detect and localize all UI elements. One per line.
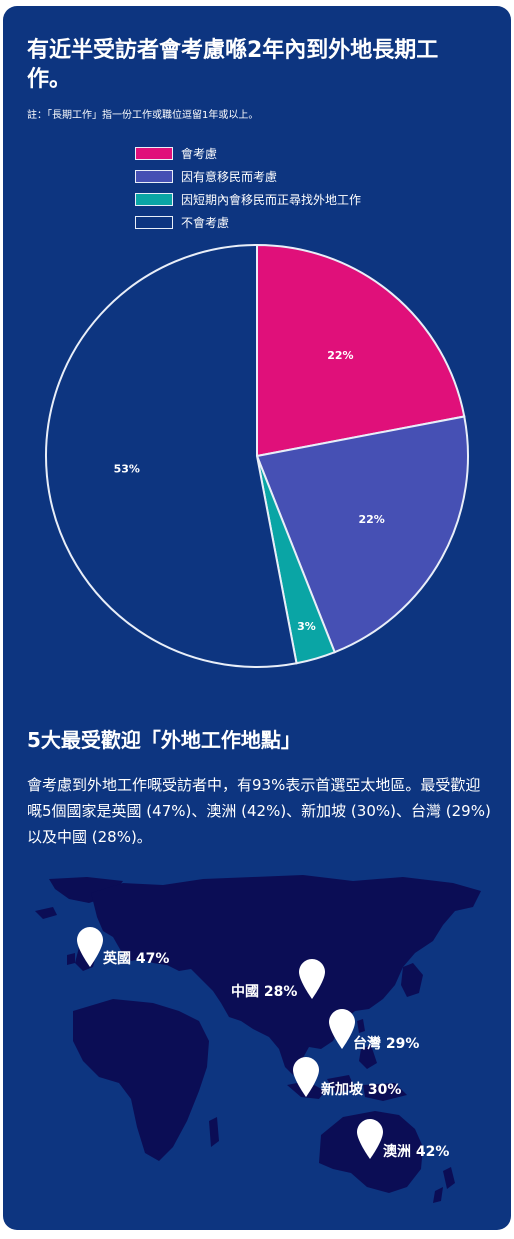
pie-chart: 22% 22% 3% 53%	[45, 243, 469, 668]
legend-item[interactable]: 因有意移民而考慮	[135, 165, 361, 188]
chart-legend: 會考慮 因有意移民而考慮 因短期內會移民而正尋找外地工作 不會考慮	[135, 142, 361, 234]
pie-slice-label: 53%	[114, 462, 140, 475]
legend-swatch	[135, 216, 173, 229]
legend-item[interactable]: 不會考慮	[135, 211, 361, 234]
map-pin-icon[interactable]	[293, 1057, 319, 1097]
chart-note: 註：「長期工作」指一份工作或職位逗留1年或以上。	[27, 110, 259, 121]
legend-label: 因有意移民而考慮	[181, 170, 278, 184]
legend-label: 因短期內會移民而正尋找外地工作	[181, 193, 362, 207]
pin-label-taiwan: 台灣 29%	[353, 1036, 420, 1052]
legend-label: 不會考慮	[181, 216, 230, 230]
world-map-land	[35, 875, 481, 1203]
legend-item[interactable]: 會考慮	[135, 142, 361, 165]
legend-item[interactable]: 因短期內會移民而正尋找外地工作	[135, 188, 361, 211]
pie-slice-label: 3%	[297, 620, 316, 633]
pie-slice[interactable]	[45, 243, 298, 668]
map-pin-icon[interactable]	[77, 927, 103, 967]
pin-label-china: 中國 28%	[231, 984, 298, 1000]
pie-slice-label: 22%	[358, 513, 384, 526]
legend-swatch	[135, 147, 173, 160]
pin-label-singapore: 新加坡 30%	[321, 1082, 402, 1098]
pin-label-australia: 澳洲 42%	[383, 1144, 450, 1160]
pie-slice[interactable]	[256, 243, 466, 458]
chart-title: 有近半受訪者會考慮喺2年內到外地長期工作。	[27, 38, 439, 92]
legend-swatch	[135, 193, 173, 206]
legend-swatch	[135, 170, 173, 183]
world-map: 英國 47% 中國 28% 台灣 29% 新加坡 30% 澳洲 42%	[3, 871, 511, 1230]
map-pin-icon[interactable]	[357, 1119, 383, 1159]
pin-label-uk: 英國 47%	[103, 951, 170, 967]
infographic-card: 有近半受訪者會考慮喺2年內到外地長期工作。 註：「長期工作」指一份工作或職位逗留…	[3, 6, 511, 1230]
pie-slice-label: 22%	[327, 349, 353, 362]
pie-slice[interactable]	[255, 415, 469, 654]
map-pin-icon[interactable]	[329, 1009, 355, 1049]
section-heading: 5大最受歡迎「外地工作地點」	[27, 728, 301, 752]
map-pin-icon[interactable]	[299, 959, 325, 999]
legend-label: 會考慮	[181, 147, 218, 161]
section-paragraph: 會考慮到外地工作嘅受訪者中，有93%表示首選亞太地區。最受歡迎嘅5個國家是英國 …	[27, 776, 491, 846]
